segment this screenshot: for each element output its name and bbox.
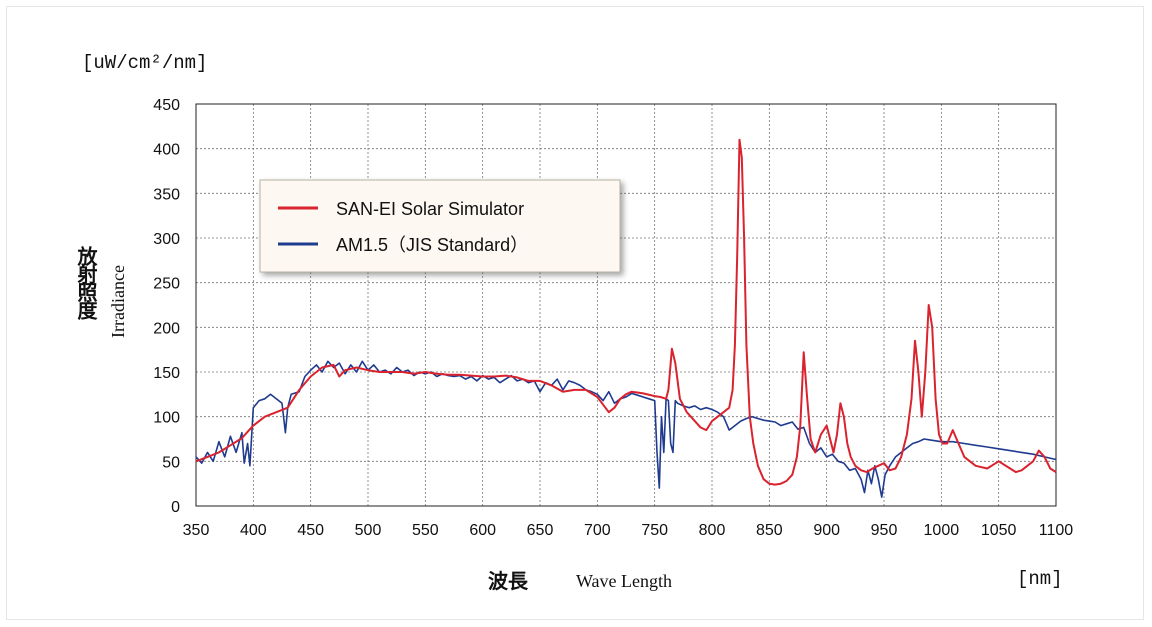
x-tick-label: 900 [813, 522, 840, 539]
y-tick-label: 300 [153, 231, 180, 248]
y-tick-label: 0 [171, 499, 180, 516]
x-unit-label: [nm] [1017, 568, 1063, 590]
y-tick-label: 100 [153, 410, 180, 427]
plot-area [196, 104, 1056, 506]
series-line-am15 [195, 360, 1057, 498]
x-tick-label: 550 [412, 522, 439, 539]
y-tick-labels: 0 50 100 150 200 250 300 350 400 450 [153, 97, 180, 516]
plot-border [195, 103, 1057, 507]
legend: SAN-EI Solar Simulator AM1.5（JIS Standar… [259, 179, 621, 273]
x-tick-label: 350 [183, 522, 210, 539]
x-tick-label: 950 [871, 522, 898, 539]
legend-label-san-ei: SAN-EI Solar Simulator [336, 199, 524, 219]
x-tick-label: 650 [527, 522, 554, 539]
series-line-san-ei [195, 138, 1057, 486]
chart-frame [6, 6, 1144, 620]
y-axis-label-jp: 放射照度 [74, 245, 98, 321]
grid-lines [196, 104, 1056, 506]
y-tick-label: 250 [153, 276, 180, 293]
y-axis-label-en: Irradiance [108, 265, 128, 338]
legend-label-am15: AM1.5（JIS Standard） [336, 235, 528, 255]
x-tick-label: 800 [699, 522, 726, 539]
x-tick-label: 500 [355, 522, 382, 539]
series-lines [195, 138, 1057, 498]
y-tick-label: 200 [153, 320, 180, 337]
x-tick-label: 1050 [981, 522, 1017, 539]
x-tick-label: 600 [469, 522, 496, 539]
y-unit-label: [uW/cm²/nm] [82, 52, 207, 74]
x-tick-label: 1100 [1039, 522, 1074, 539]
x-tick-label: 1000 [924, 522, 960, 539]
x-tick-label: 750 [641, 522, 668, 539]
y-tick-label: 450 [153, 97, 180, 114]
y-tick-label: 150 [153, 365, 180, 382]
x-tick-labels: 350 400 450 500 550 600 650 700 750 800 850 900 950 1… [183, 522, 1074, 539]
x-tick-label: 700 [584, 522, 611, 539]
y-tick-label: 350 [153, 186, 180, 203]
x-axis-label-en: Wave Length [576, 571, 672, 591]
y-tick-label: 400 [153, 142, 180, 159]
x-axis-label-jp: 波長 [488, 569, 529, 593]
x-tick-label: 400 [240, 522, 267, 539]
legend-box [259, 179, 621, 273]
y-tick-label: 50 [162, 454, 180, 471]
x-tick-label: 450 [297, 522, 324, 539]
x-tick-label: 850 [756, 522, 783, 539]
